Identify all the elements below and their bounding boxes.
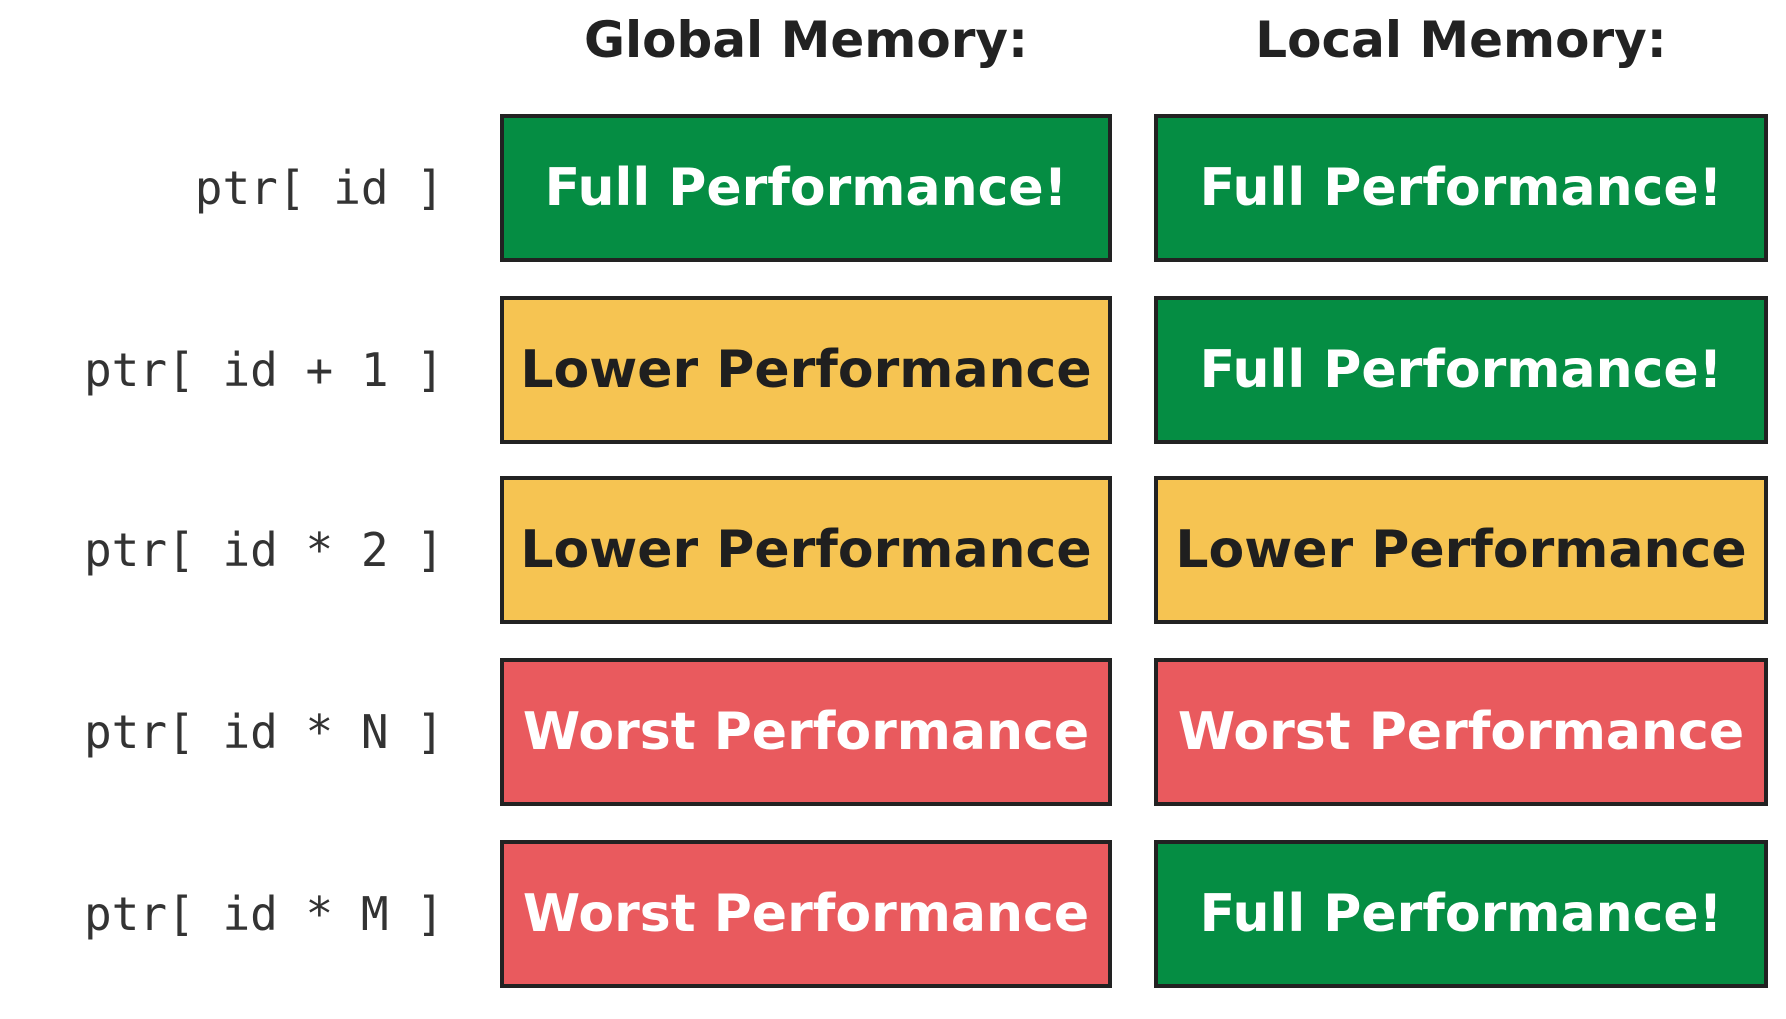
local-cell-text: Full Performance!: [1199, 884, 1723, 944]
local-cell-row-3: Lower Performance: [1154, 476, 1768, 624]
global-memory-header: Global Memory:: [584, 11, 1028, 69]
global-cell-text: Worst Performance: [522, 702, 1090, 762]
global-cell-row-3: Lower Performance: [500, 476, 1112, 624]
row-label-id: ptr[ id ]: [194, 161, 444, 215]
local-cell-row-5: Full Performance!: [1154, 840, 1768, 988]
local-cell-row-4: Worst Performance: [1154, 658, 1768, 806]
local-cell-text: Full Performance!: [1199, 158, 1723, 218]
global-cell-text: Worst Performance: [522, 884, 1090, 944]
global-cell-row-5: Worst Performance: [500, 840, 1112, 988]
local-cell-row-1: Full Performance!: [1154, 114, 1768, 262]
global-cell-row-2: Lower Performance: [500, 296, 1112, 444]
global-cell-row-1: Full Performance!: [500, 114, 1112, 262]
global-cell-text: Lower Performance: [520, 340, 1092, 400]
row-label-id-times-2: ptr[ id * 2 ]: [83, 523, 444, 577]
row-label-id-times-m: ptr[ id * M ]: [83, 887, 444, 941]
local-cell-text: Worst Performance: [1177, 702, 1745, 762]
global-cell-row-4: Worst Performance: [500, 658, 1112, 806]
local-cell-row-2: Full Performance!: [1154, 296, 1768, 444]
local-memory-header: Local Memory:: [1255, 11, 1667, 69]
row-label-id-times-n: ptr[ id * N ]: [83, 705, 444, 759]
local-cell-text: Full Performance!: [1199, 340, 1723, 400]
global-cell-text: Lower Performance: [520, 520, 1092, 580]
row-label-id-plus-1: ptr[ id + 1 ]: [83, 343, 444, 397]
local-cell-text: Lower Performance: [1175, 520, 1747, 580]
global-cell-text: Full Performance!: [544, 158, 1068, 218]
